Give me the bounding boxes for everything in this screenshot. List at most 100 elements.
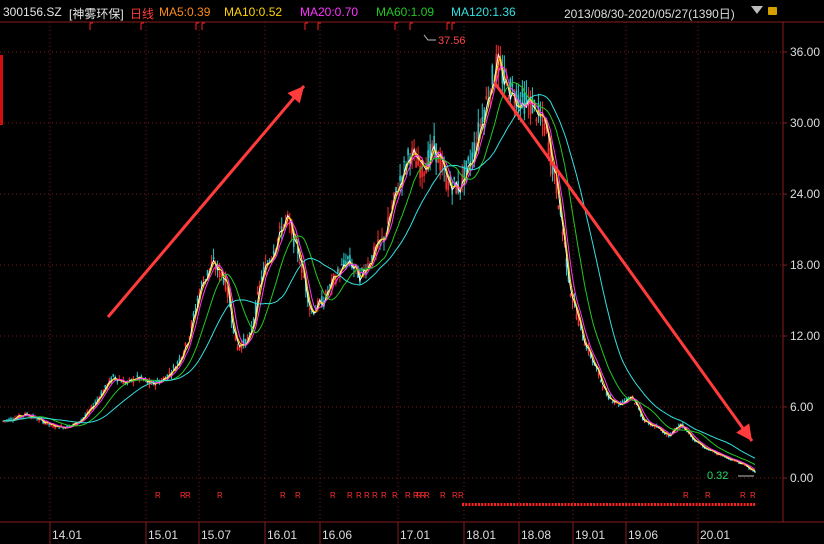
r-marker-dot: [497, 503, 500, 506]
r-marker: R: [413, 491, 419, 500]
candle-body: [663, 433, 666, 435]
candle-body: [722, 455, 724, 457]
y-tick-label: 30.00: [790, 116, 820, 130]
candle-body: [479, 123, 482, 128]
r-marker: R: [750, 491, 756, 500]
r-marker: R: [392, 491, 398, 500]
candle-body: [220, 272, 223, 277]
candle-body: [222, 279, 225, 284]
y-axis: 36.00 30.00 24.00 18.00 12.00 6.00 0.00: [783, 45, 820, 485]
candle-body: [204, 278, 207, 281]
candle-body: [345, 261, 347, 268]
candle-body: [734, 460, 736, 462]
candle-body: [10, 418, 12, 421]
date-range[interactable]: 2013/08/30-2020/05/27(1390日): [564, 7, 735, 21]
r-marker-dot: [487, 503, 490, 506]
top-event-mark: [201, 22, 205, 30]
r-marker: R: [364, 491, 370, 500]
r-marker-dot: [519, 503, 522, 506]
candle-body: [349, 255, 351, 264]
x-tick-label: 18.01: [466, 528, 496, 542]
candle-body: [421, 160, 423, 177]
candle-body: [42, 421, 44, 424]
r-marker-dot: [657, 503, 660, 506]
candle-body: [381, 236, 383, 238]
r-marker-dot: [708, 503, 711, 506]
candle-body: [218, 267, 221, 277]
candle-body: [485, 96, 488, 100]
candle-body: [621, 400, 624, 405]
candle-body: [627, 397, 630, 399]
candle-body: [537, 103, 540, 112]
candle-body: [744, 464, 746, 466]
candle-body: [341, 264, 343, 266]
ma10-label: MA10:0.52: [224, 5, 283, 19]
candle-body: [653, 424, 656, 428]
candle-body: [423, 172, 425, 176]
down-trend-arrow: [492, 81, 754, 442]
candle-body: [28, 416, 30, 418]
candle-body: [605, 391, 608, 396]
top-event-mark: [451, 22, 455, 30]
candle-body: [465, 160, 468, 172]
x-tick-label: 16.06: [322, 528, 352, 542]
candle-body: [746, 466, 748, 468]
candle-body: [639, 414, 642, 416]
top-event-mark: [195, 22, 199, 30]
candle-body: [752, 470, 754, 472]
r-marker-dot: [689, 503, 692, 506]
candle-body: [585, 345, 588, 350]
r-marker: R: [155, 491, 161, 500]
chevron-down-icon[interactable]: [751, 6, 763, 14]
candle-body: [248, 333, 251, 335]
candle-body: [661, 431, 664, 433]
candle-body: [690, 435, 692, 437]
candle-body: [659, 429, 662, 431]
candle-body: [168, 372, 171, 374]
candle-body: [300, 262, 303, 273]
r-marker-dot: [484, 503, 487, 506]
period-label[interactable]: 日线: [130, 7, 155, 21]
candle-body: [190, 323, 193, 329]
candle-body: [565, 257, 568, 268]
trend-arrows: [106, 81, 754, 442]
r-marker-dot: [516, 503, 519, 506]
r-marker-dot: [564, 503, 567, 506]
high-leader-line: [423, 34, 436, 41]
candle-body: [120, 381, 123, 383]
ma60-line: [2, 81, 756, 466]
candle-body: [80, 419, 83, 421]
r-marker-dot: [740, 503, 743, 506]
r-marker-dot: [682, 503, 685, 506]
candle-body: [192, 313, 195, 316]
lock-icon[interactable]: [768, 7, 777, 15]
r-marker-dot: [750, 503, 752, 506]
r-marker-dot: [734, 503, 736, 506]
candle-body: [473, 142, 476, 157]
top-event-mark: [89, 22, 93, 30]
ma120-label: MA120:1.36: [451, 5, 516, 19]
r-marker-dot: [743, 503, 746, 506]
r-marker-dot: [692, 503, 695, 506]
candle-body: [371, 255, 373, 263]
left-marker-bar: [0, 55, 3, 125]
candle-body: [94, 401, 97, 404]
candle-body: [529, 96, 532, 115]
candle-body: [591, 360, 594, 363]
candle-body: [511, 84, 514, 87]
r-marker-dot: [462, 503, 464, 506]
candle-body: [206, 270, 209, 276]
r-marker-dot: [660, 503, 663, 506]
candle-body: [290, 226, 293, 235]
r-marker: R: [185, 491, 191, 500]
x-tick-label: 15.07: [201, 528, 231, 542]
candle-body: [124, 382, 127, 385]
r-marker-dot: [602, 503, 605, 506]
r-marker-dot: [641, 503, 644, 506]
candle-body: [66, 425, 68, 428]
candle-body: [8, 418, 10, 422]
ma60-label: MA60:1.09: [376, 5, 435, 19]
candle-body: [84, 414, 87, 416]
candle-body: [236, 346, 239, 351]
